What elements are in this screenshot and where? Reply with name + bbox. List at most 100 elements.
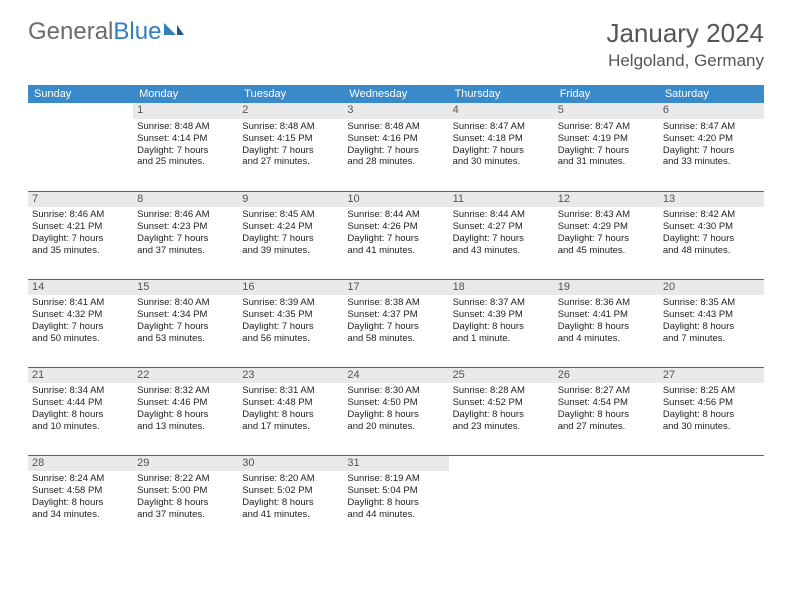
daylight-line-1: Daylight: 7 hours (32, 233, 129, 245)
calendar-cell (554, 455, 659, 543)
day-number: 13 (659, 192, 764, 208)
daylight-line-1: Daylight: 7 hours (137, 321, 234, 333)
daylight-line-1: Daylight: 7 hours (242, 321, 339, 333)
sunrise-line: Sunrise: 8:20 AM (242, 473, 339, 485)
title-block: January 2024 Helgoland, Germany (606, 18, 764, 71)
weekday-header: Saturday (659, 85, 764, 103)
daylight-line-2: and 44 minutes. (347, 509, 444, 521)
sunset-line: Sunset: 4:58 PM (32, 485, 129, 497)
calendar-cell: 1Sunrise: 8:48 AMSunset: 4:14 PMDaylight… (133, 103, 238, 191)
sunrise-line: Sunrise: 8:24 AM (32, 473, 129, 485)
sunrise-line: Sunrise: 8:42 AM (663, 209, 760, 221)
day-number: 26 (554, 368, 659, 384)
sunrise-line: Sunrise: 8:19 AM (347, 473, 444, 485)
sunset-line: Sunset: 4:41 PM (558, 309, 655, 321)
calendar-cell: 10Sunrise: 8:44 AMSunset: 4:26 PMDayligh… (343, 191, 448, 279)
day-number: 4 (449, 103, 554, 119)
daylight-line-2: and 25 minutes. (137, 156, 234, 168)
daylight-line-1: Daylight: 7 hours (32, 321, 129, 333)
daylight-line-2: and 27 minutes. (242, 156, 339, 168)
daylight-line-2: and 7 minutes. (663, 333, 760, 345)
sunrise-line: Sunrise: 8:47 AM (453, 121, 550, 133)
day-number: 14 (28, 280, 133, 296)
sunset-line: Sunset: 4:30 PM (663, 221, 760, 233)
weekday-header: Tuesday (238, 85, 343, 103)
day-number: 9 (238, 192, 343, 208)
sunset-line: Sunset: 4:50 PM (347, 397, 444, 409)
sunset-line: Sunset: 4:20 PM (663, 133, 760, 145)
sunset-line: Sunset: 4:35 PM (242, 309, 339, 321)
day-number: 17 (343, 280, 448, 296)
day-number: 8 (133, 192, 238, 208)
daylight-line-1: Daylight: 7 hours (558, 233, 655, 245)
weekday-header: Friday (554, 85, 659, 103)
daylight-line-2: and 34 minutes. (32, 509, 129, 521)
header: GeneralBlue January 2024 Helgoland, Germ… (0, 0, 792, 79)
calendar-cell: 29Sunrise: 8:22 AMSunset: 5:00 PMDayligh… (133, 455, 238, 543)
daylight-line-2: and 1 minute. (453, 333, 550, 345)
day-number: 28 (28, 456, 133, 472)
sunset-line: Sunset: 4:27 PM (453, 221, 550, 233)
day-number: 1 (133, 103, 238, 119)
sunrise-line: Sunrise: 8:40 AM (137, 297, 234, 309)
weekday-header: Wednesday (343, 85, 448, 103)
day-number: 23 (238, 368, 343, 384)
calendar-cell: 11Sunrise: 8:44 AMSunset: 4:27 PMDayligh… (449, 191, 554, 279)
daylight-line-2: and 31 minutes. (558, 156, 655, 168)
logo-sail-icon (164, 23, 184, 37)
calendar-cell: 18Sunrise: 8:37 AMSunset: 4:39 PMDayligh… (449, 279, 554, 367)
calendar-week-row: 21Sunrise: 8:34 AMSunset: 4:44 PMDayligh… (28, 367, 764, 455)
calendar-cell: 12Sunrise: 8:43 AMSunset: 4:29 PMDayligh… (554, 191, 659, 279)
month-title: January 2024 (606, 18, 764, 49)
calendar-cell: 26Sunrise: 8:27 AMSunset: 4:54 PMDayligh… (554, 367, 659, 455)
calendar-cell: 4Sunrise: 8:47 AMSunset: 4:18 PMDaylight… (449, 103, 554, 191)
calendar-cell: 24Sunrise: 8:30 AMSunset: 4:50 PMDayligh… (343, 367, 448, 455)
calendar-cell: 23Sunrise: 8:31 AMSunset: 4:48 PMDayligh… (238, 367, 343, 455)
calendar-cell: 25Sunrise: 8:28 AMSunset: 4:52 PMDayligh… (449, 367, 554, 455)
daylight-line-2: and 56 minutes. (242, 333, 339, 345)
daylight-line-1: Daylight: 7 hours (453, 233, 550, 245)
sunrise-line: Sunrise: 8:43 AM (558, 209, 655, 221)
weekday-header-row: SundayMondayTuesdayWednesdayThursdayFrid… (28, 85, 764, 103)
daylight-line-2: and 20 minutes. (347, 421, 444, 433)
daylight-line-1: Daylight: 7 hours (347, 145, 444, 157)
daylight-line-1: Daylight: 8 hours (242, 409, 339, 421)
daylight-line-1: Daylight: 8 hours (242, 497, 339, 509)
calendar-cell (449, 455, 554, 543)
day-number: 29 (133, 456, 238, 472)
sunrise-line: Sunrise: 8:47 AM (663, 121, 760, 133)
sunset-line: Sunset: 4:26 PM (347, 221, 444, 233)
sunrise-line: Sunrise: 8:46 AM (137, 209, 234, 221)
daylight-line-1: Daylight: 7 hours (663, 145, 760, 157)
daylight-line-2: and 39 minutes. (242, 245, 339, 257)
day-number: 27 (659, 368, 764, 384)
calendar-cell: 20Sunrise: 8:35 AMSunset: 4:43 PMDayligh… (659, 279, 764, 367)
sunrise-line: Sunrise: 8:25 AM (663, 385, 760, 397)
sunrise-line: Sunrise: 8:37 AM (453, 297, 550, 309)
sunset-line: Sunset: 4:43 PM (663, 309, 760, 321)
logo: GeneralBlue (28, 18, 184, 46)
sunset-line: Sunset: 4:24 PM (242, 221, 339, 233)
sunrise-line: Sunrise: 8:35 AM (663, 297, 760, 309)
calendar-cell: 7Sunrise: 8:46 AMSunset: 4:21 PMDaylight… (28, 191, 133, 279)
calendar-cell: 14Sunrise: 8:41 AMSunset: 4:32 PMDayligh… (28, 279, 133, 367)
sunset-line: Sunset: 5:00 PM (137, 485, 234, 497)
daylight-line-1: Daylight: 8 hours (347, 497, 444, 509)
day-number: 16 (238, 280, 343, 296)
day-number: 22 (133, 368, 238, 384)
calendar-week-row: 28Sunrise: 8:24 AMSunset: 4:58 PM Dayligh… (28, 455, 764, 543)
weekday-header: Monday (133, 85, 238, 103)
calendar-cell (659, 455, 764, 543)
sunrise-line: Sunrise: 8:27 AM (558, 385, 655, 397)
daylight-line-2: and 37 minutes. (137, 245, 234, 257)
sunset-line: Sunset: 4:37 PM (347, 309, 444, 321)
sunrise-line: Sunrise: 8:39 AM (242, 297, 339, 309)
daylight-line-2: and 10 minutes. (32, 421, 129, 433)
daylight-line-2: and 45 minutes. (558, 245, 655, 257)
daylight-line-1: Daylight: 7 hours (558, 145, 655, 157)
sunrise-line: Sunrise: 8:28 AM (453, 385, 550, 397)
calendar-cell: 16Sunrise: 8:39 AMSunset: 4:35 PMDayligh… (238, 279, 343, 367)
sunset-line: Sunset: 4:48 PM (242, 397, 339, 409)
sunrise-line: Sunrise: 8:44 AM (347, 209, 444, 221)
day-number: 12 (554, 192, 659, 208)
